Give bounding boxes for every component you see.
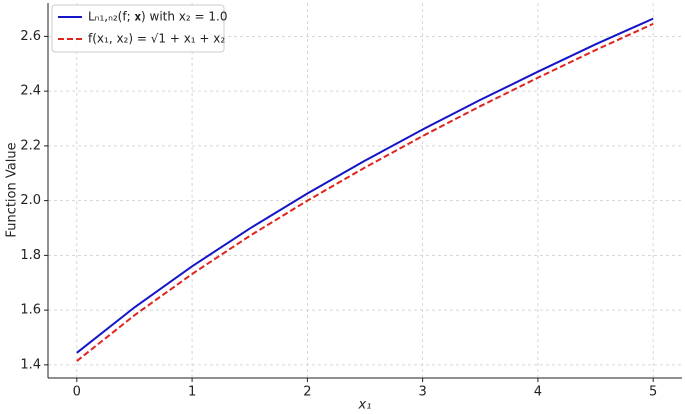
y-tick-label: 1.4	[20, 357, 41, 372]
y-tick-label: 2.6	[20, 29, 41, 44]
y-tick-label: 2.4	[20, 84, 41, 99]
y-tick-label: 2.2	[20, 138, 41, 153]
line	[76, 22, 654, 362]
x-axis-label: x₁	[358, 398, 372, 413]
x-tick-label: 3	[418, 385, 426, 400]
x-tick-label: 5	[649, 385, 657, 400]
x-tick-label: 1	[188, 385, 196, 400]
legend-label: f(x₁, x₂) = √1 + x₁ + x₂	[88, 32, 225, 46]
y-axis-label: Function Value	[5, 142, 20, 237]
x-tick-label: 0	[73, 385, 81, 400]
legend-box	[51, 4, 225, 53]
x-tick-label: 2	[303, 385, 311, 400]
y-tick-label: 1.6	[20, 303, 41, 318]
legend-label: Lₙ₁,ₙ₂(f; 𝐱) with x₂ = 1.0	[88, 10, 228, 24]
line	[76, 17, 654, 354]
y-tick-label: 2.0	[20, 193, 41, 208]
y-tick-label: 1.8	[20, 248, 41, 263]
x-tick-label: 4	[534, 385, 542, 400]
